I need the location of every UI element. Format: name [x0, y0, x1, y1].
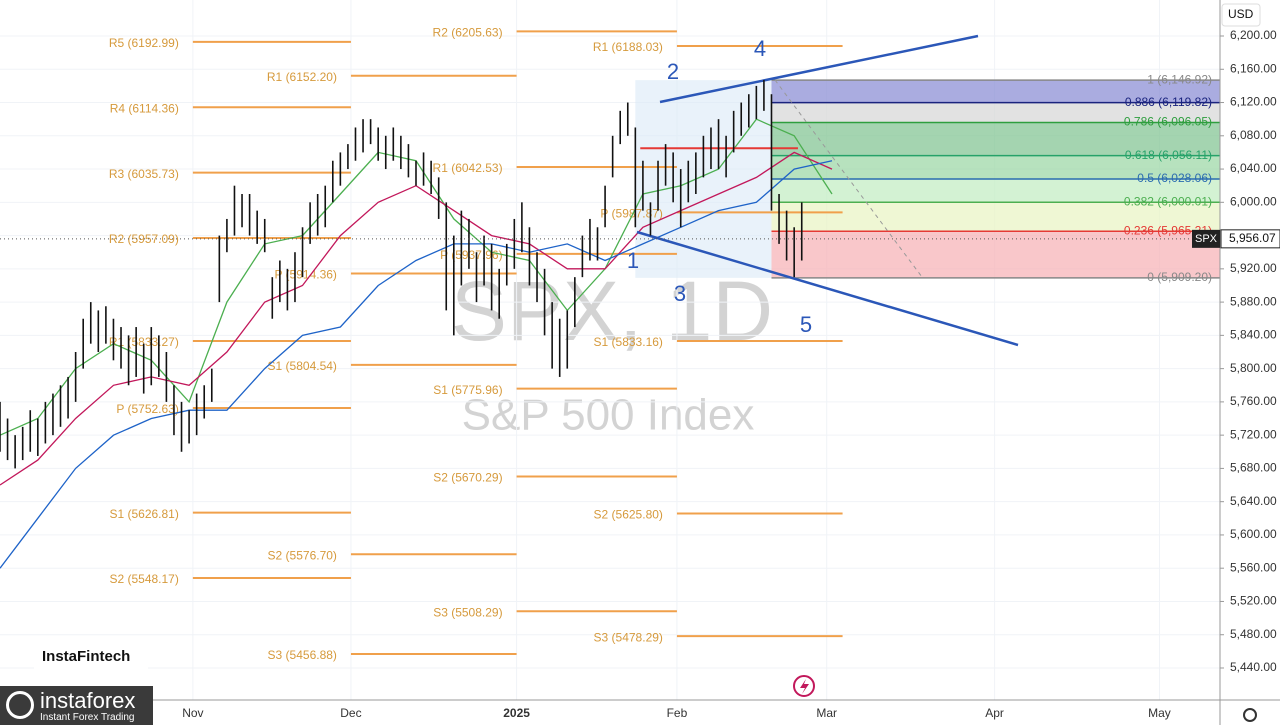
fib-band — [771, 202, 1220, 232]
x-tick-label: 2025 — [503, 706, 530, 720]
symbol-tag — [1192, 229, 1220, 248]
pivot-label: P (5752.63) — [116, 402, 179, 416]
y-tick-label: 5,520.00 — [1230, 594, 1277, 608]
pivot-label: S3 (5456.88) — [268, 648, 337, 662]
currency[interactable]: USD — [1228, 7, 1254, 21]
y-tick-label: 5,440.00 — [1230, 660, 1277, 674]
pivot-label: S2 (5670.29) — [433, 471, 502, 485]
y-tick-label: 5,760.00 — [1230, 394, 1277, 408]
pivot-label: R5 (6192.99) — [109, 36, 179, 50]
moving-average — [0, 160, 833, 569]
price-tag — [1220, 229, 1280, 249]
x-tick-label: Feb — [667, 706, 688, 720]
wave-label: 1 — [627, 248, 639, 273]
fib-label: 0.886 (6,119.82) — [1125, 95, 1212, 109]
pivot-label: S1 (5775.96) — [433, 383, 502, 397]
pivot-label: R3 (6035.73) — [109, 167, 179, 181]
pivot-label: R4 (6114.36) — [110, 101, 179, 115]
trend-line — [659, 34, 979, 104]
brand-panel: InstaFintech — [34, 640, 148, 674]
pivot-label: S3 (5508.29) — [433, 605, 502, 619]
fib-band — [771, 178, 1220, 203]
y-tick-label: 5,880.00 — [1230, 294, 1277, 308]
pivot-label: S1 (5626.81) — [109, 507, 178, 521]
pivot-label: S2 (5625.80) — [594, 508, 663, 522]
trend-line — [636, 230, 1019, 347]
logo-name: instaforex — [40, 688, 136, 713]
pivot-label: P (5987.87) — [600, 207, 663, 221]
fib-label: 0.786 (6,096.05) — [1124, 115, 1212, 129]
event-icon — [800, 679, 809, 694]
pivot-label: P (5914.36) — [274, 268, 337, 282]
pivot-label: S1 (5833.16) — [594, 335, 663, 349]
pivot-label: R1 (6042.53) — [433, 161, 503, 175]
y-tick-label: 5,800.00 — [1230, 361, 1277, 375]
y-tick-label: 6,000.00 — [1230, 194, 1277, 208]
price-tag-text: 5,956.07 — [1229, 231, 1276, 245]
y-tick-label: 6,040.00 — [1230, 161, 1277, 175]
moving-average — [0, 118, 833, 436]
watermark-name: S&P 500 Index — [462, 391, 755, 440]
y-tick-label: 5,840.00 — [1230, 328, 1277, 342]
y-tick-label: 6,160.00 — [1230, 61, 1277, 75]
y-tick-label: 6,080.00 — [1230, 128, 1277, 142]
pivot-label: S3 (5478.29) — [594, 630, 663, 644]
settings-icon[interactable] — [1243, 708, 1257, 722]
y-tick-label: 5,920.00 — [1230, 261, 1277, 275]
brand-logo: instaforex Instant Forex Trading — [0, 686, 153, 725]
y-tick-label: 5,640.00 — [1230, 494, 1277, 508]
x-tick-label: Nov — [182, 706, 203, 720]
pivot-label: R1 (6152.20) — [267, 70, 337, 84]
x-tick-label: May — [1148, 706, 1171, 720]
fib-label: 1 (6,146.92) — [1147, 72, 1212, 86]
fib-band — [771, 102, 1220, 123]
fib-label: 0.5 (6,028.06) — [1137, 171, 1212, 185]
pivot-label: R2 (5957.09) — [109, 232, 179, 246]
pivot-label: S1 (5804.54) — [268, 359, 337, 373]
pivot-label: R1 (6188.03) — [593, 40, 663, 54]
wave-label: 3 — [674, 281, 686, 306]
y-tick-label: 5,680.00 — [1230, 461, 1277, 475]
fib-band — [771, 155, 1220, 179]
wave-label: 2 — [667, 59, 679, 84]
x-tick-label: Apr — [985, 706, 1004, 720]
fib-label: 0.382 (6,000.01) — [1124, 194, 1212, 208]
y-tick-label: 5,480.00 — [1230, 627, 1277, 641]
x-tick-label: Dec — [340, 706, 361, 720]
plot: 1 (6,146.92) 0.886 (6,119.82) 0.786 (6,096… — [0, 0, 1220, 700]
profile-range — [635, 80, 772, 278]
x-tick-label: Mar — [816, 706, 837, 720]
fib-label: 0.618 (6,056.11) — [1125, 148, 1212, 162]
fib-band — [771, 80, 1220, 103]
projection-line — [774, 79, 923, 278]
watermark-symbol: SPX, 1D — [451, 264, 773, 358]
wave-label: 4 — [754, 36, 766, 61]
wave-label: 5 — [800, 312, 812, 337]
y-tick-label: 5,720.00 — [1230, 427, 1277, 441]
symbol-tag-text: SPX — [1195, 233, 1218, 245]
fib-label: 0.236 (5,965.21) — [1124, 223, 1212, 237]
currency-button[interactable] — [1221, 3, 1261, 27]
pivot-label: R1 (5833.27) — [109, 335, 179, 349]
pivot-label: P (5937.96) — [440, 248, 503, 262]
logo-tagline: Instant Forex Trading — [40, 712, 135, 723]
moving-average — [0, 151, 833, 486]
pivot-label: S2 (5576.70) — [268, 548, 337, 562]
pivot-label: R2 (6205.63) — [433, 25, 503, 39]
fib-band — [771, 231, 1220, 278]
event-icon[interactable] — [793, 675, 815, 697]
y-tick-label: 6,200.00 — [1230, 28, 1277, 42]
fib-band — [771, 122, 1220, 156]
logo-icon — [6, 691, 34, 719]
y-tick-label: 6,120.00 — [1230, 95, 1277, 109]
y-tick-label: 5,560.00 — [1230, 560, 1277, 574]
y-tick-label: 5,600.00 — [1230, 527, 1277, 541]
pivot-label: S2 (5548.17) — [109, 572, 178, 586]
fib-label: 0 (5,909.20) — [1147, 270, 1212, 284]
